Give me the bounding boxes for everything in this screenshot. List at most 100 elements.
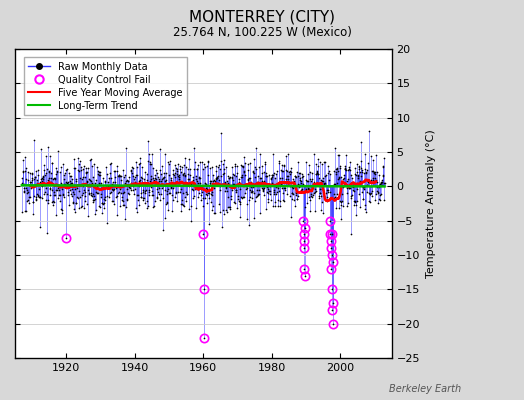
Point <box>47 170 56 176</box>
Point <box>110 186 118 193</box>
Point <box>214 173 222 180</box>
Point <box>285 178 293 185</box>
Point <box>318 199 326 206</box>
Point <box>55 192 63 198</box>
Point <box>350 188 358 194</box>
Point <box>44 144 52 150</box>
Point <box>268 174 277 180</box>
Point <box>195 175 203 182</box>
Point <box>89 197 97 204</box>
Point <box>313 156 322 162</box>
Point <box>328 231 336 238</box>
Point <box>107 182 115 189</box>
Point <box>353 198 361 205</box>
Point <box>62 183 71 189</box>
Point <box>193 180 202 186</box>
Point <box>231 163 239 170</box>
Point <box>362 170 370 176</box>
Point <box>91 196 99 203</box>
Point <box>270 170 278 176</box>
Point <box>147 176 155 182</box>
Point <box>298 188 307 194</box>
Point <box>259 188 267 194</box>
Point <box>69 188 77 195</box>
Point <box>261 206 270 212</box>
Point <box>196 180 204 186</box>
Point <box>330 168 338 174</box>
Point <box>251 164 259 170</box>
Point <box>99 201 107 208</box>
Point <box>200 286 208 293</box>
Point <box>272 171 280 178</box>
Point <box>25 194 33 201</box>
Point <box>359 184 367 190</box>
Point <box>123 186 131 192</box>
Point <box>279 196 287 203</box>
Point <box>280 162 289 169</box>
Point <box>234 193 242 199</box>
Point <box>212 176 221 182</box>
Point <box>122 178 130 185</box>
Point <box>257 174 265 181</box>
Point <box>253 179 261 185</box>
Point <box>108 180 116 187</box>
Point <box>376 179 385 186</box>
Point <box>331 181 339 187</box>
Point <box>311 189 319 195</box>
Point <box>26 170 35 176</box>
Point <box>339 183 347 190</box>
Point <box>217 130 225 137</box>
Point <box>125 182 133 189</box>
Point <box>70 209 79 215</box>
Point <box>182 188 190 195</box>
Point <box>258 187 267 193</box>
Point <box>119 174 128 181</box>
Point <box>300 231 308 238</box>
Point <box>210 177 219 183</box>
Point <box>35 194 43 200</box>
Point <box>184 183 193 190</box>
Point <box>151 182 160 188</box>
Point <box>220 170 228 176</box>
Point <box>268 151 277 157</box>
Point <box>363 189 372 195</box>
Point <box>136 160 144 166</box>
Point <box>38 183 46 190</box>
Point <box>173 166 181 172</box>
Point <box>92 189 101 196</box>
Point <box>43 191 51 198</box>
Point <box>179 202 188 208</box>
Point <box>327 266 335 272</box>
Point <box>372 190 380 197</box>
Point <box>357 138 366 145</box>
Point <box>274 185 282 192</box>
Point <box>223 209 231 215</box>
Point <box>34 193 42 199</box>
Point <box>376 192 384 198</box>
Point <box>227 187 236 194</box>
Point <box>263 189 271 195</box>
Point <box>373 184 381 190</box>
Point <box>86 157 94 163</box>
Point <box>20 189 29 196</box>
Point <box>306 208 314 214</box>
Point <box>56 183 64 189</box>
Point <box>245 174 254 181</box>
Point <box>66 187 74 194</box>
Point <box>67 173 75 180</box>
Point <box>315 158 324 165</box>
Point <box>177 201 185 207</box>
Point <box>104 184 113 190</box>
Point <box>68 186 77 192</box>
Point <box>266 183 275 189</box>
Point <box>223 172 232 179</box>
Point <box>57 206 65 212</box>
Point <box>373 188 381 194</box>
Point <box>322 187 331 193</box>
Point <box>356 204 364 210</box>
Point <box>313 171 322 178</box>
Point <box>88 156 96 162</box>
Point <box>63 166 71 172</box>
Point <box>354 173 362 180</box>
Point <box>375 182 384 188</box>
